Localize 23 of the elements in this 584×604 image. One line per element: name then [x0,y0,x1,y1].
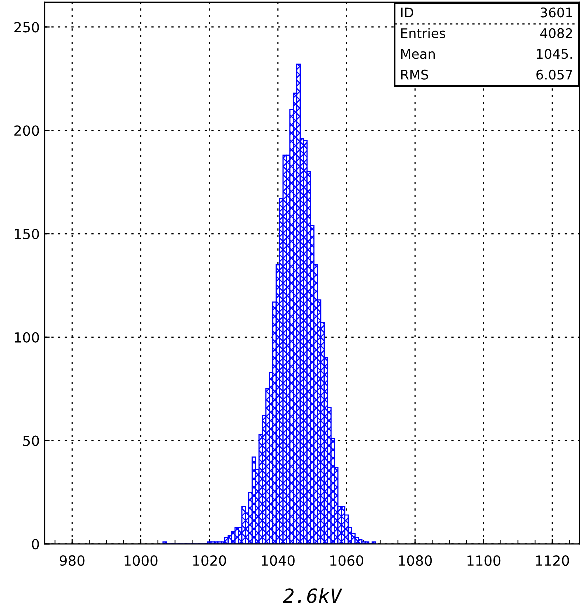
x-tick-label: 1020 [193,556,226,566]
annotation: Mean [401,49,435,60]
x-axis-title: 2.6kV [283,588,343,604]
x-tick-label: 1080 [399,556,432,566]
annotation: 3601 [540,8,572,18]
y-tick-label: 200 [14,126,40,136]
annotation: ID [401,8,414,18]
annotation: RMS [401,70,428,80]
y-tick-label: 150 [15,228,40,240]
y-tick-label: 250 [14,22,40,33]
x-tick-label: 1000 [124,556,158,566]
annotation: 6.057 [536,70,572,80]
annotation: 4082 [540,28,572,38]
x-tick-label: 1120 [536,556,570,566]
x-tick-label: 1060 [330,556,364,566]
x-tick-label: 980 [60,556,85,566]
annotation: 1045. [537,49,572,60]
annotation: Entries [401,28,446,38]
x-tick-label: 1040 [262,556,295,566]
y-tick-label: 0 [32,539,40,550]
x-tick-label: 1100 [468,556,501,566]
y-tick-label: 100 [15,332,40,343]
y-tick-label: 50 [24,436,40,446]
